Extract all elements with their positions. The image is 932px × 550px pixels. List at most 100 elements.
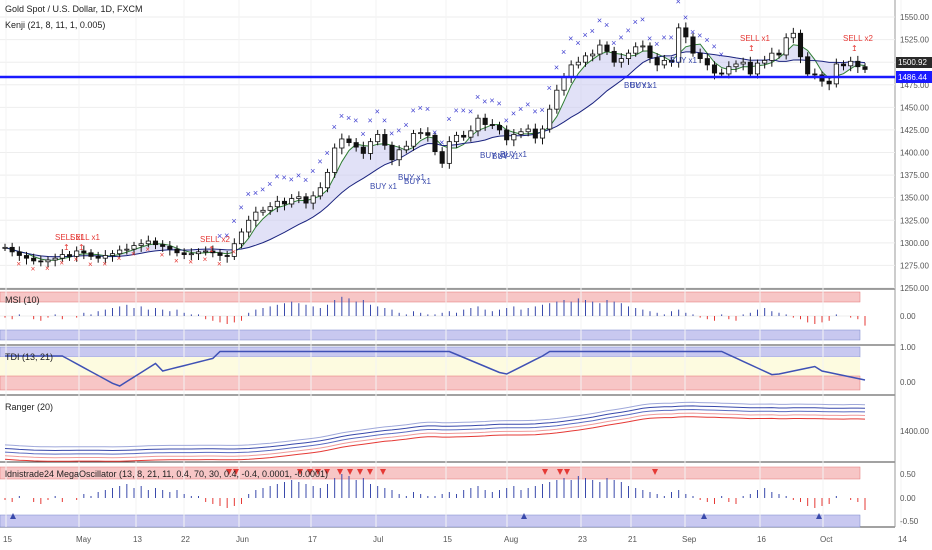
last-price-tag-bg [896,57,932,68]
candle-body [52,257,58,261]
candle-body [167,246,173,250]
price-tick: 1350.00 [900,194,929,203]
candle-body [181,252,187,255]
stop-cross: × [454,106,459,116]
candle-body [425,132,431,136]
candle-body [238,231,245,245]
candle-body [475,117,481,132]
tdi-tick-top: 1.00 [900,343,916,352]
sell-signal: SELL x1 [55,233,85,242]
mega-sell-marker [380,469,386,475]
mega-buy-marker [701,513,707,519]
ranger-line [4,408,866,455]
mega-sell-marker [564,469,570,475]
mega-sell-marker [226,469,232,475]
sell-cross: × [59,258,64,267]
mega-title: ldnistrade24 MegaOscillator (13, 8, 21, … [5,469,328,479]
mega-sell-marker [233,469,239,475]
tdi-line [5,350,866,387]
candle-body [532,128,538,139]
candle-body [231,243,237,257]
stop-cross: × [475,92,480,102]
tdi-line [5,350,866,387]
candle-body [253,211,259,221]
candle-body [776,52,782,56]
candle-body [625,52,632,59]
sell-signal: SELL x1 [70,233,100,242]
time-tick: 17 [308,535,317,544]
mega-tick: -0.50 [900,517,919,526]
candle-body [690,36,696,54]
sell-cross: × [145,245,150,254]
stop-cross: × [461,106,466,116]
ranger-line [4,416,866,462]
time-tick: 14 [898,535,907,544]
buy-signal: BUY x1 [624,81,652,90]
stop-cross: × [325,148,330,158]
candle-body [561,76,567,91]
candle-body [152,240,159,246]
stop-cross: × [719,50,724,60]
stop-cross: × [504,116,509,126]
stop-cross: × [626,25,631,35]
stop-cross: × [525,99,530,109]
hline-price-tag-bg [896,71,932,83]
candle-body [324,171,331,189]
candle-body [210,250,216,254]
stop-cross: × [489,96,494,106]
stop-cross: × [224,230,229,240]
stop-cross: × [583,30,588,40]
stop-cross: × [604,20,609,30]
time-tick: 15 [443,535,452,544]
buy-signal: BUY x1 [500,150,528,159]
candle-body [59,254,65,259]
stop-cross: × [511,108,516,118]
mega-sell-marker [542,469,548,475]
time-axis[interactable]: 15 May 13 22 Jun 17 Jul 15 Aug 23 21 Sep 16 Oct 14 [3,535,907,544]
candle-body [518,131,524,135]
mega-sell-marker [652,469,658,475]
buy-signal: BUY x1 [370,182,398,191]
ranger-title: Ranger (20) [5,402,53,412]
stop-cross: × [532,107,537,117]
candle-body [575,61,581,66]
stop-cross: × [396,126,401,136]
candle-body [375,134,381,143]
sell-cross: × [31,265,36,274]
sell-cross: × [74,255,79,264]
candle-body [496,125,503,131]
time-tick: 16 [757,535,766,544]
candle-body [74,250,80,257]
stop-cross: × [418,103,423,113]
candle-body [382,134,388,146]
candle-body [188,253,194,256]
candle-body [296,196,302,199]
mega-upper-band [0,466,861,480]
msi-lower-band [0,329,861,341]
tdi-title: TDI (13, 21) [5,352,53,362]
candle-body [848,60,854,67]
mega-lower-band [0,514,861,528]
sell-arrow: ↥ [748,44,755,53]
candle-body [568,64,574,78]
last-price-tag: 1500.92 [898,58,927,67]
candle-body [539,128,546,139]
candle-body [117,249,123,255]
stop-cross: × [669,33,674,43]
msi-histogram [0,296,866,326]
price-axis[interactable]: 1550.001525.001500.001475.001450.001425.… [900,13,929,526]
buy-signal: BUY x1 [670,56,698,65]
candle-body [446,141,452,164]
stop-cross: × [590,26,595,36]
sell-cross: × [188,258,193,267]
price-tick: 1450.00 [900,103,929,112]
candle-body [461,134,467,138]
candle-body [174,248,180,254]
stop-cross: × [697,31,702,41]
stop-cross: × [468,107,473,117]
candle-body [683,27,689,38]
msi-tick: 0.00 [900,312,916,321]
candle-body [102,255,108,259]
tdi-middle-band [0,357,860,376]
